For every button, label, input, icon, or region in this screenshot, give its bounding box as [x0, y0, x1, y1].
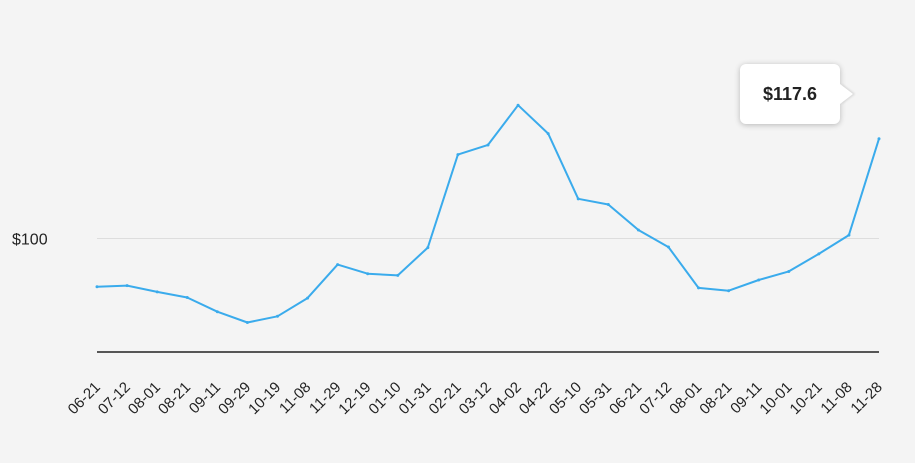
- data-point-25: [847, 233, 851, 237]
- data-point-18: [636, 228, 640, 232]
- x-tick-label-14: 04-02: [486, 379, 525, 418]
- x-tick-label-1: 07-12: [95, 379, 134, 418]
- data-point-3: [185, 296, 189, 300]
- x-tick-label-3: 08-21: [155, 379, 194, 418]
- y-tick-label-0: $100: [12, 232, 48, 249]
- x-tick-label-4: 09-11: [186, 379, 224, 417]
- data-point-22: [757, 278, 761, 282]
- data-point-8: [336, 263, 340, 267]
- x-tick-label-16: 05-10: [546, 379, 585, 418]
- x-tick-label-2: 08-01: [125, 379, 164, 418]
- data-point-4: [215, 310, 219, 314]
- data-point-13: [486, 143, 490, 147]
- x-tick-label-15: 04-22: [516, 379, 555, 418]
- data-point-11: [426, 246, 430, 250]
- x-tick-label-9: 12-19: [335, 379, 374, 418]
- data-point-2: [155, 290, 159, 294]
- x-tick-label-22: 09-11: [727, 379, 765, 417]
- data-point-26: [877, 137, 881, 141]
- x-tick-label-11: 01-31: [396, 379, 435, 418]
- x-tick-label-6: 10-19: [245, 379, 284, 418]
- x-tick-label-5: 09-29: [215, 379, 254, 418]
- data-point-0: [95, 285, 99, 289]
- x-tick-label-12: 02-21: [426, 379, 465, 418]
- data-point-16: [576, 197, 580, 201]
- axis-layer: $100: [12, 232, 879, 353]
- data-point-15: [546, 132, 550, 136]
- series-line-0: [96, 104, 880, 324]
- x-tick-label-7: 11-08: [276, 379, 314, 417]
- x-tick-label-17: 05-31: [576, 379, 615, 418]
- x-tick-label-19: 07-12: [636, 379, 675, 418]
- x-tick-label-20: 08-01: [666, 379, 705, 418]
- data-point-5: [245, 321, 249, 325]
- data-point-10: [396, 273, 400, 277]
- data-point-14: [516, 103, 520, 107]
- x-tick-label-0: 06-21: [65, 379, 104, 418]
- data-point-9: [366, 272, 370, 276]
- data-point-6: [275, 314, 279, 318]
- data-point-20: [697, 286, 701, 290]
- x-tick-label-8: 11-29: [306, 379, 344, 417]
- data-point-23: [787, 269, 791, 273]
- data-point-1: [125, 284, 129, 288]
- last-value-tooltip: $117.6: [740, 64, 840, 124]
- x-tick-labels: 06-2107-1208-0108-2109-1109-2910-1911-08…: [65, 379, 886, 418]
- data-point-12: [456, 153, 460, 157]
- data-point-7: [306, 296, 310, 300]
- data-point-17: [606, 203, 610, 207]
- x-tick-label-13: 03-12: [456, 379, 495, 418]
- x-tick-label-21: 08-21: [696, 379, 735, 418]
- series-layer: [95, 103, 881, 325]
- data-point-21: [727, 289, 731, 293]
- x-tick-label-25: 11-08: [817, 379, 855, 417]
- x-tick-label-18: 06-21: [606, 379, 645, 418]
- x-tick-label-23: 10-01: [756, 379, 795, 418]
- x-tick-label-26: 11-28: [847, 379, 885, 417]
- data-point-24: [817, 252, 821, 256]
- x-tick-label-24: 10-21: [787, 379, 826, 418]
- x-tick-label-10: 01-10: [365, 379, 404, 418]
- data-point-19: [666, 245, 670, 249]
